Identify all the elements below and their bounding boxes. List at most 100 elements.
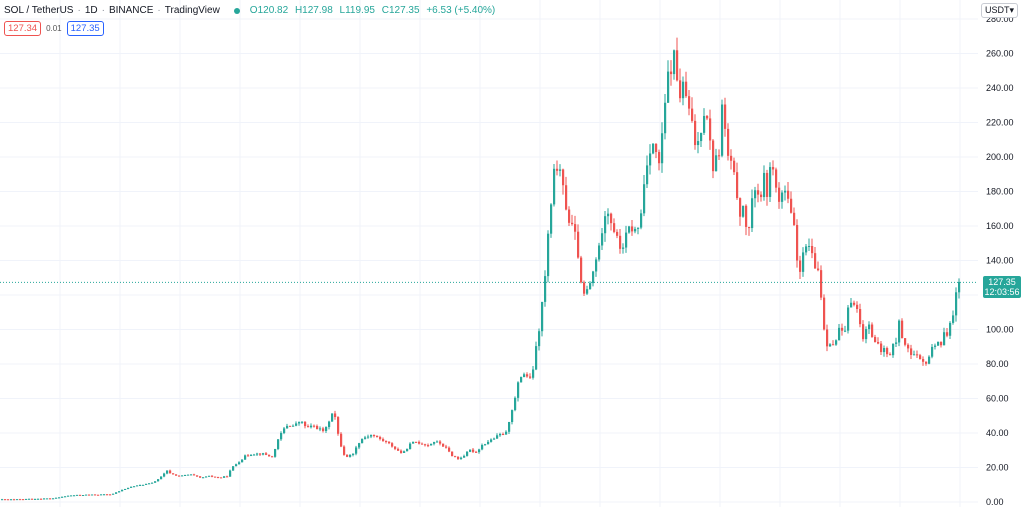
candle-body — [310, 425, 313, 428]
sell-price-button[interactable]: 127.34 — [4, 21, 42, 36]
candle-body — [175, 474, 178, 476]
candle-body — [166, 470, 169, 474]
price-axis[interactable]: 280.00 260.00 240.00 220.00 200.00 180.00 160.… — [986, 14, 1014, 507]
candle-body — [343, 446, 346, 455]
candle-body — [223, 476, 226, 478]
candle-body — [328, 421, 331, 428]
candle-body — [313, 425, 316, 427]
candle-body — [514, 397, 517, 411]
candle-body — [445, 446, 448, 448]
candle-body — [889, 354, 892, 356]
candle-body — [139, 484, 142, 486]
candle-body — [457, 457, 460, 459]
candle-body — [379, 437, 382, 440]
candle-body — [247, 455, 250, 457]
candle-body — [694, 120, 697, 146]
candle-body — [418, 441, 421, 444]
candle-body — [496, 435, 499, 439]
candle-body — [640, 213, 643, 228]
candle-body — [82, 495, 85, 497]
candle-body — [700, 132, 703, 142]
candle-body — [763, 172, 766, 198]
symbol-name[interactable]: SOL / TetherUS — [4, 5, 74, 16]
candle-body — [553, 168, 556, 205]
candle-body — [802, 252, 805, 272]
interval-label[interactable]: 1D — [84, 5, 98, 16]
candle-body — [478, 449, 481, 453]
candle-body — [838, 327, 841, 341]
candle-body — [370, 435, 373, 437]
candle-body — [340, 433, 343, 447]
candle-body — [628, 226, 631, 233]
candle-body — [826, 329, 829, 347]
candle-body — [178, 475, 181, 477]
candle-body — [508, 422, 511, 432]
candle-body — [505, 431, 508, 435]
candle-body — [109, 494, 112, 496]
candle-body — [931, 346, 934, 357]
candle-body — [637, 227, 640, 229]
candle-body — [202, 477, 205, 479]
candle-body — [571, 222, 574, 225]
candle-body — [382, 439, 385, 441]
candle-body — [907, 344, 910, 349]
currency-button[interactable]: USDT▾ — [980, 3, 1018, 18]
candle-body — [208, 475, 211, 477]
candle-body — [265, 453, 268, 455]
candle-body — [670, 71, 673, 75]
candle-body — [742, 205, 745, 217]
candle-body — [19, 499, 22, 501]
price-axis-tick-label: 60.00 — [986, 394, 1009, 404]
candle-body — [685, 81, 688, 97]
candle-body — [796, 224, 799, 261]
candle-body — [91, 494, 94, 496]
candle-body — [232, 466, 235, 471]
buy-price-button[interactable]: 127.35 — [66, 21, 104, 36]
bar-countdown: 12:03:56 — [984, 287, 1020, 298]
candle-body — [466, 451, 469, 456]
candle-body — [859, 309, 862, 325]
candle-body — [184, 474, 187, 476]
candle-body — [757, 190, 760, 195]
candle-body — [646, 165, 649, 185]
candle-body — [841, 327, 844, 331]
candle-body — [298, 422, 301, 424]
candle-body — [781, 192, 784, 202]
candle-body — [286, 425, 289, 429]
candle-body — [190, 474, 193, 476]
candle-body — [409, 443, 412, 450]
candle-body — [361, 438, 364, 444]
candle-body — [112, 493, 115, 495]
candle-body — [499, 434, 502, 436]
candle-body — [289, 425, 292, 427]
candle-body — [415, 441, 418, 443]
currency-label: USDT — [984, 5, 1010, 15]
candle-body — [823, 297, 826, 330]
candle-body — [847, 307, 850, 331]
candle-body — [631, 226, 634, 232]
price-axis-tick-label: 200.00 — [986, 152, 1014, 162]
candle-body — [292, 425, 295, 427]
candle-body — [712, 140, 715, 172]
candle-body — [589, 283, 592, 290]
candle-body — [592, 271, 595, 284]
source-label: TradingView — [164, 5, 220, 16]
candle-body — [538, 331, 541, 347]
candle-body — [691, 108, 694, 121]
candle-body — [607, 213, 610, 217]
candle-body — [25, 498, 28, 500]
candle-body — [949, 322, 952, 336]
candle-body — [865, 329, 868, 340]
price-axis-tick-label: 240.00 — [986, 83, 1014, 93]
candle-body — [364, 437, 367, 439]
candle-body — [661, 133, 664, 164]
candle-body — [52, 498, 55, 500]
candle-body — [121, 489, 124, 492]
candle-body — [16, 499, 19, 501]
candle-body — [730, 155, 733, 161]
candle-body — [301, 421, 304, 423]
market-status-icon[interactable] — [233, 8, 240, 14]
candle-body — [367, 436, 370, 438]
candle-body — [268, 454, 271, 457]
